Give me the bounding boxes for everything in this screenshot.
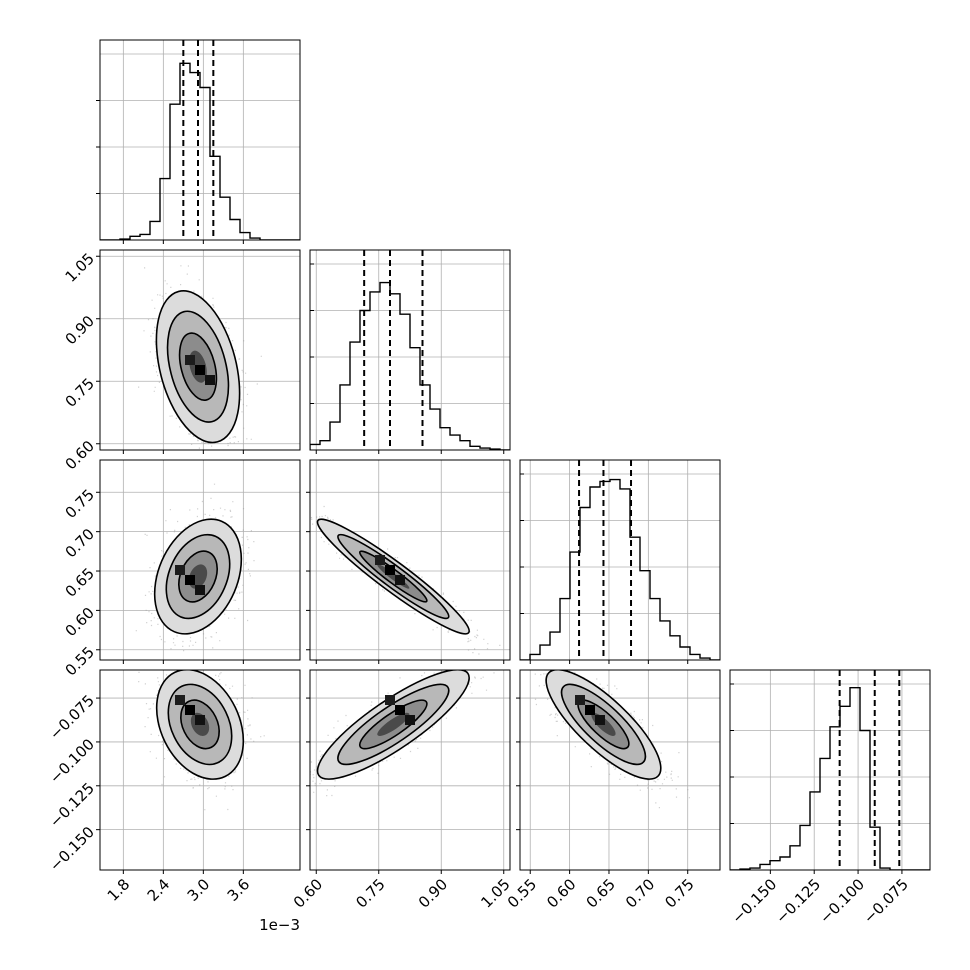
x-tick-label: 0.75 [661,875,697,911]
y-tick-label: −0.150 [46,823,98,875]
density-peak [185,575,195,585]
y-tick-label: 0.75 [62,486,98,522]
density-peak [185,355,195,365]
x-tick-label: 2.4 [144,875,174,905]
panel-2-1 [306,459,511,664]
x-tick-label: −0.150 [728,875,780,927]
panel-frame [99,249,301,451]
y-tick-label: 0.60 [62,604,98,640]
density-peak [175,695,185,705]
density-peak [195,585,205,595]
density-peak [385,695,395,705]
y-tick-label: 0.90 [62,312,98,348]
x-tick-label: 0.55 [504,875,540,911]
y-tick-label: 0.70 [62,525,98,561]
histogram-line [730,687,930,870]
hist-panel-2 [519,459,721,664]
x-tick-label: 0.75 [352,875,388,911]
x-tick-label: 3.6 [224,875,254,905]
x-tick-label: 0.70 [622,875,658,911]
histogram-line [520,478,720,660]
panel-2-0: 0.550.60 0.650.700.75 [62,459,301,679]
density-peak [405,715,415,725]
panel-frame [99,459,301,661]
y-tick-label: 0.75 [62,375,98,411]
y-tick-label: −0.125 [46,779,98,831]
y-tick-label: 0.60 [62,437,98,473]
panel-frame [99,669,301,871]
panel-frame [99,39,301,241]
density-peak [185,705,195,715]
panel-3-2: 0.55 0.60 0.65 0.70 0.75 [504,669,721,912]
panel-1-0: 0.60 0.75 0.90 1.05 [62,249,301,473]
axis-offset-label: 1e−3 [259,916,300,934]
histogram-line [310,281,510,450]
hist-panel-3: −0.150−0.125−0.100−0.075 [728,669,931,927]
density-peak [175,565,185,575]
density-core [377,712,410,736]
density-peak [385,565,395,575]
x-tick-label: −0.100 [816,875,868,927]
panel-frame [519,459,721,661]
y-tick-label: 1.05 [62,250,98,286]
panel-frame [309,249,511,451]
density-peak [375,555,385,565]
density-peak [395,575,405,585]
density-peak [585,705,595,715]
hist-panel-0 [96,39,301,244]
y-tick-label: −0.100 [46,735,98,787]
x-tick-label: 0.60 [290,875,326,911]
x-tick-label: −0.075 [860,875,912,927]
x-tick-label: 0.65 [583,875,619,911]
panel-frame [729,669,931,871]
panel-3-0: −0.150−0.125−0.100−0.075 1.8 2.4 3.0 3.6 [46,669,301,905]
density-peak [195,365,205,375]
y-tick-label: 0.65 [62,564,98,600]
x-tick-label: −0.125 [772,875,824,927]
panel-frame [309,669,511,871]
hist-panel-1 [309,249,511,454]
density-peak [395,705,405,715]
histogram-line [100,62,300,240]
panel-3-1: 0.60 0.75 0.90 1.05 [290,669,514,912]
y-tick-label: −0.075 [46,691,98,743]
x-tick-label: 1.8 [104,875,134,905]
x-tick-label: 0.90 [415,875,451,911]
x-tick-label: 3.0 [184,875,214,905]
density-peak [195,715,205,725]
density-peak [575,695,585,705]
y-tick-label: 0.55 [62,643,98,679]
panel-frame [309,459,511,661]
panel-frame [519,669,721,871]
x-tick-label: 0.60 [543,875,579,911]
density-peak [205,375,215,385]
density-peak [595,715,605,725]
